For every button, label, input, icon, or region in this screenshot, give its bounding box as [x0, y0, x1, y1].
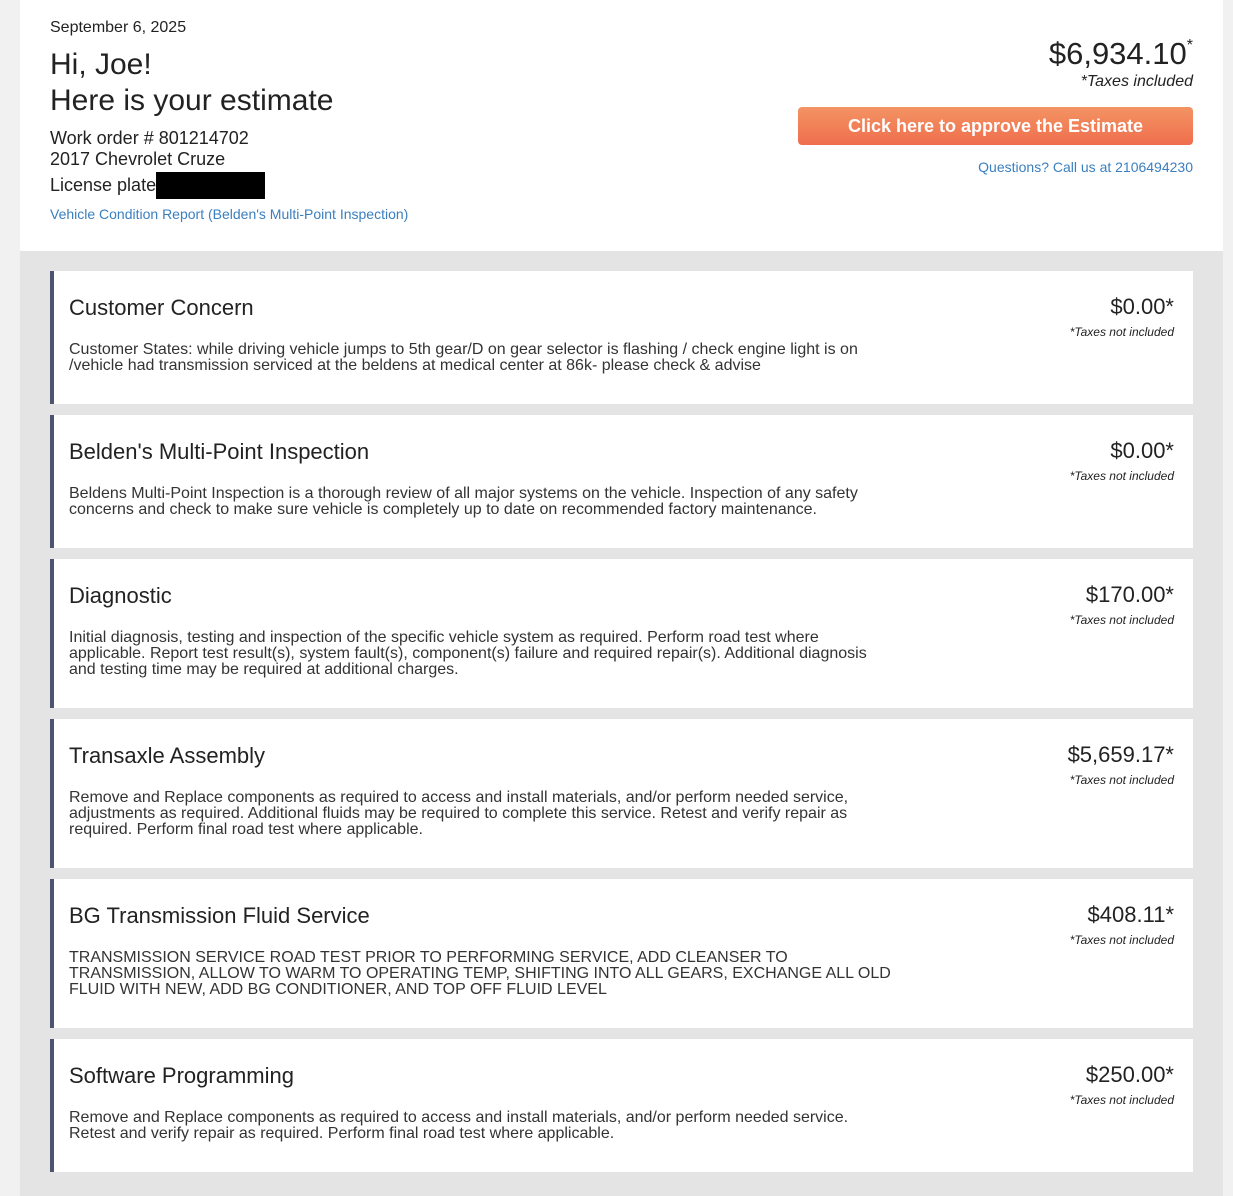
license-plate: License plate: [50, 172, 266, 199]
estimate-date: September 6, 2025: [50, 19, 187, 36]
call-us-link[interactable]: Questions? Call us at 2106494230: [978, 159, 1193, 175]
greeting: Hi, Joe! Here is your estimate: [50, 47, 333, 119]
greeting-name: Hi, Joe!: [50, 48, 152, 81]
service-item: BG Transmission Fluid Service TRANSMISSIO…: [50, 879, 1193, 1028]
price-tax-note: *Taxes not included: [1069, 469, 1174, 483]
approve-estimate-button[interactable]: Click here to approve the Estimate: [798, 107, 1193, 145]
service-description: TRANSMISSION SERVICE ROAD TEST PRIOR TO …: [69, 949, 891, 998]
price-tax-note: *Taxes not included: [1069, 325, 1174, 339]
service-description: Remove and Replace components as require…: [69, 789, 849, 838]
service-price: $408.11* *Taxes not included: [1070, 902, 1174, 947]
price-amount: $0.00*: [1110, 294, 1174, 319]
price-amount: $0.00*: [1110, 438, 1174, 463]
price-amount: $5,659.17*: [1067, 742, 1174, 767]
service-title: Belden's Multi-Point Inspection: [69, 439, 370, 464]
service-description: Remove and Replace components as require…: [69, 1109, 849, 1142]
estimate-total: $6,934.10* *Taxes included: [1049, 36, 1193, 91]
service-item: Transaxle Assembly Remove and Replace com…: [50, 719, 1193, 868]
service-title: Software Programming: [69, 1063, 294, 1088]
vehicle-info: Work order # 801214702 2017 Chevrolet Cr…: [50, 128, 266, 199]
taxes-note: *Taxes included: [1080, 73, 1193, 90]
price-tax-note: *Taxes not included: [1069, 1093, 1174, 1107]
service-description: Customer States: while driving vehicle j…: [69, 341, 858, 374]
service-price: $0.00* *Taxes not included: [1070, 438, 1174, 483]
service-items: Customer Concern Customer States: while d…: [50, 271, 1193, 1183]
service-title: Customer Concern: [69, 295, 254, 320]
total-asterisk: *: [1186, 37, 1193, 54]
estimate-page: September 6, 2025 Hi, Joe! Here is your …: [20, 0, 1223, 1196]
service-description: Initial diagnosis, testing and inspectio…: [69, 629, 867, 678]
service-item: Belden's Multi-Point Inspection Beldens M…: [50, 415, 1193, 548]
vehicle-condition-report-link[interactable]: Vehicle Condition Report (Belden's Multi…: [50, 206, 409, 222]
service-item: Software Programming Remove and Replace c…: [50, 1039, 1193, 1172]
redacted-plate: [156, 172, 266, 199]
service-item: Customer Concern Customer States: while d…: [50, 271, 1193, 404]
work-order: Work order # 801214702: [50, 128, 249, 148]
license-plate-label: License plate: [50, 175, 157, 195]
service-price: $0.00* *Taxes not included: [1070, 294, 1174, 339]
vehicle-name: 2017 Chevrolet Cruze: [50, 149, 226, 169]
service-title: Diagnostic: [69, 583, 172, 608]
price-tax-note: *Taxes not included: [1069, 933, 1174, 947]
price-tax-note: *Taxes not included: [1069, 773, 1174, 787]
estimate-header: September 6, 2025 Hi, Joe! Here is your …: [20, 0, 1223, 251]
service-price: $5,659.17* *Taxes not included: [1068, 742, 1174, 787]
price-tax-note: *Taxes not included: [1069, 613, 1174, 627]
price-amount: $408.11*: [1087, 902, 1174, 927]
service-title: Transaxle Assembly: [69, 743, 266, 768]
service-item: Diagnostic Initial diagnosis, testing and…: [50, 559, 1193, 708]
price-amount: $170.00*: [1085, 582, 1174, 607]
service-description: Beldens Multi-Point Inspection is a thor…: [69, 485, 858, 518]
page-title: Here is your estimate: [50, 84, 334, 117]
total-amount: $6,934.10: [1048, 36, 1187, 71]
service-title: BG Transmission Fluid Service: [69, 903, 370, 928]
service-price: $170.00* *Taxes not included: [1070, 582, 1174, 627]
price-amount: $250.00*: [1085, 1062, 1174, 1087]
service-price: $250.00* *Taxes not included: [1070, 1062, 1174, 1107]
